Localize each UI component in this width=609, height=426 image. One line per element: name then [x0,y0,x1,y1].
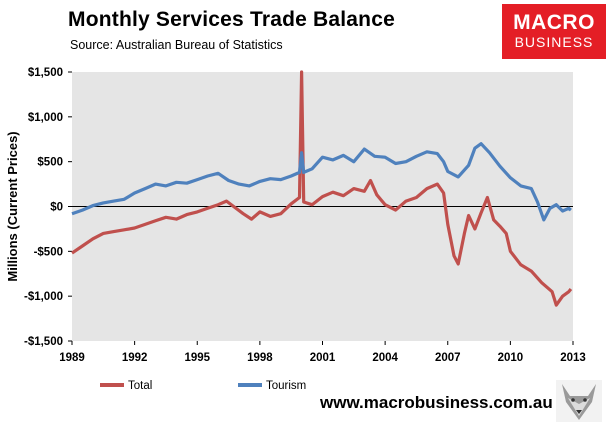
x-tick-label: 1995 [184,352,210,364]
x-tick-label: 2013 [560,352,586,364]
x-tick-label: 2007 [435,352,461,364]
wolf-icon [556,380,602,422]
y-tick-label: -$500 [34,246,63,258]
logo-line-2: BUSINESS [514,34,594,50]
y-tick-label: $1,500 [28,67,63,79]
series-line-tourism [71,142,572,222]
website-url: www.macrobusiness.com.au [320,393,553,412]
legend: Total Tourism [100,380,306,392]
y-tick-label: -$1,000 [24,291,63,303]
series-line-total [71,70,573,307]
y-tick-label: -$1,500 [24,336,63,348]
x-axis-ticks: 1989 1992 1995 1998 2001 2004 2007 2010 2013 [59,341,586,364]
x-tick-label: 1989 [59,352,85,364]
chart-subtitle: Source: Australian Bureau of Statistics [70,38,283,52]
logo-line-1: MACRO [513,11,595,34]
x-tick-label: 2010 [498,352,524,364]
y-tick-label: $0 [50,202,63,214]
macrobusiness-logo: MACRO BUSINESS [502,4,606,59]
y-tick-label: $1,000 [28,112,63,124]
x-tick-label: 1998 [247,352,273,364]
x-tick-label: 2001 [310,352,336,364]
y-tick-label: $500 [37,157,63,169]
y-axis-label: Millions (Current Prices) [5,131,20,281]
x-tick-label: 2004 [372,352,398,364]
y-axis-ticks: $1,500 $1,000 $500 $0 -$500 -$1,000 -$1,500 [24,67,72,348]
chart-title: Monthly Services Trade Balance [68,8,395,31]
legend-label-total: Total [128,380,152,392]
legend-label-tourism: Tourism [266,380,306,392]
x-tick-label: 1992 [122,352,148,364]
series-group [71,70,573,307]
